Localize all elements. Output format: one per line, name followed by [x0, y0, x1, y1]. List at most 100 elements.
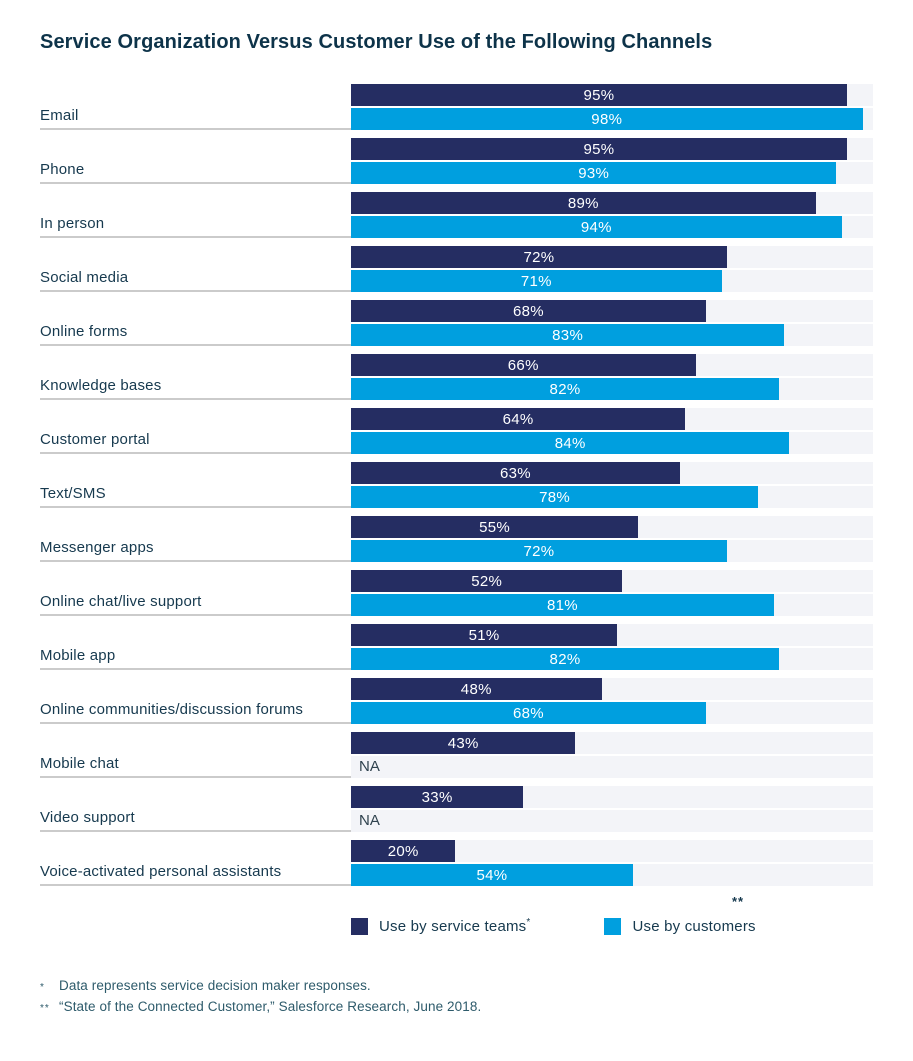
category-label-cell: Online chat/live support [40, 570, 351, 616]
bar-value-label: 95% [583, 140, 615, 158]
bar-value-label: 20% [387, 842, 419, 860]
category-label-cell: Mobile app [40, 624, 351, 670]
bar-track: 64% [351, 408, 873, 430]
bar-value-label: 84% [554, 434, 586, 452]
chart-row: Online communities/discussion forums 48% 6… [40, 678, 873, 724]
bar-group: 20% 54% [351, 840, 873, 886]
category-label: Online chat/live support [40, 593, 202, 610]
bar-value-label: 94% [580, 218, 612, 236]
bar-value-label: 68% [513, 302, 544, 320]
customers-bar: 94% [351, 216, 842, 238]
category-label-cell: Customer portal [40, 408, 351, 454]
bar-value-label: 78% [539, 488, 571, 506]
category-label: Social media [40, 269, 129, 286]
bar-value-label: 63% [499, 464, 531, 482]
bar-value-label: 68% [513, 704, 544, 722]
bar-value-label: 72% [523, 248, 555, 266]
service-teams-bar: 51% [351, 624, 618, 646]
bar-track: 82% [351, 378, 873, 400]
bar-value-label: 43% [447, 734, 479, 752]
bar-value-label: 51% [468, 626, 500, 644]
bar-track: 95% [351, 138, 873, 160]
bar-group: 48% 68% [351, 678, 873, 724]
footnotes: * Data represents service decision maker… [40, 976, 873, 1018]
category-label: Mobile app [40, 647, 116, 664]
footnote-marker: * [40, 982, 45, 993]
category-label: Video support [40, 809, 135, 826]
chart-row: Phone 95% 93% [40, 138, 873, 184]
chart-row: Text/SMS 63% 78% [40, 462, 873, 508]
chart-rows: Email 95% 98% Phone 95% 93% In person 89% 94% Soc… [40, 84, 873, 886]
bar-track: 84% [351, 432, 873, 454]
chart-page: Service Organization Versus Customer Use… [40, 31, 873, 1018]
bar-group: 95% 98% [351, 84, 873, 130]
chart-title: Service Organization Versus Customer Use… [40, 31, 713, 53]
category-label-cell: Text/SMS [40, 462, 351, 508]
category-label-cell: Online communities/discussion forums [40, 678, 351, 724]
category-label: Mobile chat [40, 755, 119, 772]
chart-row: Knowledge bases 66% 82% [40, 354, 873, 400]
bar-track: 54% [351, 864, 873, 886]
chart-row: Customer portal 64% 84% [40, 408, 873, 454]
bar-group: 63% 78% [351, 462, 873, 508]
chart-row: Voice-activated personal assistants 20% 54… [40, 840, 873, 886]
customers-bar: 98% [351, 108, 863, 130]
category-label-cell: Social media [40, 246, 351, 292]
customers-bar: 81% [351, 594, 774, 616]
legend: Use by service teams* Use by customers [351, 917, 873, 935]
service-teams-bar: 43% [351, 732, 576, 754]
chart-row: Online chat/live support 52% 81% [40, 570, 873, 616]
bar-track: 89% [351, 192, 873, 214]
category-label: Online communities/discussion forums [40, 701, 304, 718]
service-teams-bar: 72% [351, 246, 727, 268]
chart-row: Video support 33% NA [40, 786, 873, 832]
chart-row: Email 95% 98% [40, 84, 873, 130]
footnote-text: Data represents service decision maker r… [59, 978, 371, 993]
chart-row: Mobile app 51% 82% [40, 624, 873, 670]
bar-value-label: 54% [476, 866, 508, 884]
bar-track: 71% [351, 270, 873, 292]
footnote-text: “State of the Connected Customer,” Sales… [59, 999, 482, 1014]
bar-track: 83% [351, 324, 873, 346]
legend-item-customers: Use by customers [604, 917, 756, 935]
bar-value-label: 72% [523, 542, 555, 560]
service-teams-bar: 68% [351, 300, 706, 322]
category-label: Knowledge bases [40, 377, 162, 394]
category-label-cell: Online forms [40, 300, 351, 346]
chart-row: Social media 72% 71% [40, 246, 873, 292]
bar-group: 33% NA [351, 786, 873, 832]
legend-label-customers: Use by customers [632, 917, 755, 935]
customers-bar: 83% [351, 324, 785, 346]
service-teams-bar: 64% [351, 408, 686, 430]
service-teams-bar: 55% [351, 516, 639, 538]
chart-row: Online forms 68% 83% [40, 300, 873, 346]
service-teams-bar: 48% [351, 678, 602, 700]
bar-track: 72% [351, 246, 873, 268]
bar-value-label: 33% [421, 788, 453, 806]
chart-row: Messenger apps 55% 72% [40, 516, 873, 562]
service-teams-bar: 63% [351, 462, 680, 484]
bar-track: 72% [351, 540, 873, 562]
service-teams-bar: 33% [351, 786, 524, 808]
category-label-cell: Email [40, 84, 351, 130]
category-label-cell: Voice-activated personal assistants [40, 840, 351, 886]
category-label-cell: Video support [40, 786, 351, 832]
customers-bar: 54% [351, 864, 633, 886]
customers-bar: 82% [351, 378, 780, 400]
bar-group: 43% NA [351, 732, 873, 778]
bar-track: 33% [351, 786, 873, 808]
category-label-cell: Messenger apps [40, 516, 351, 562]
bar-group: 66% 82% [351, 354, 873, 400]
bar-track: 63% [351, 462, 873, 484]
bar-group: 64% 84% [351, 408, 873, 454]
category-label: Voice-activated personal assistants [40, 863, 282, 880]
category-label: Text/SMS [40, 485, 106, 502]
bar-track: 94% [351, 216, 873, 238]
service-teams-bar: 95% [351, 138, 847, 160]
customers-bar: 78% [351, 486, 759, 508]
bar-track: 20% [351, 840, 873, 862]
service-teams-bar: 20% [351, 840, 456, 862]
bar-value-label: 55% [479, 518, 511, 536]
bar-track: 52% [351, 570, 873, 592]
legend-label-service-teams: Use by service teams* [379, 917, 530, 935]
